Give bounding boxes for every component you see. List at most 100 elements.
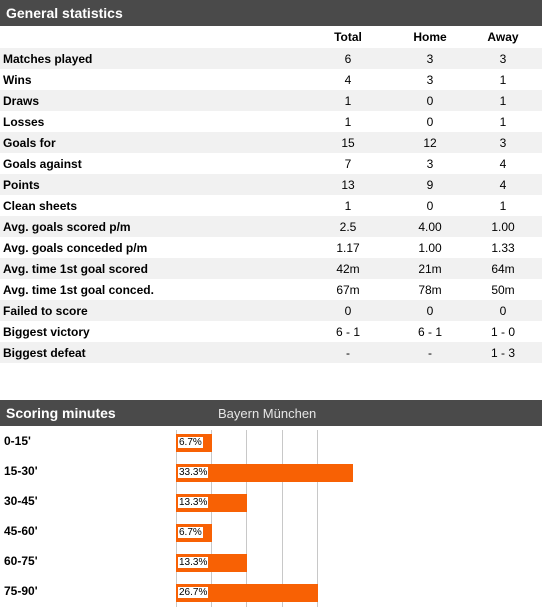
stat-label: Biggest defeat [0,342,300,363]
stat-label: Points [0,174,300,195]
stat-label: Draws [0,90,300,111]
stat-home: 78m [396,279,464,300]
scoring-bar-value: 13.3% [178,557,209,568]
stat-home: 3 [396,153,464,174]
stat-away: 4 [464,153,542,174]
scoring-interval-label: 75-90' [4,584,38,598]
stat-label: Goals for [0,132,300,153]
scoring-bar-value: 6.7% [178,527,203,538]
stat-home: 4.00 [396,216,464,237]
stat-home: 6 - 1 [396,321,464,342]
statistics-rows: Matches played 6 3 3 Wins 4 3 1 Draws 1 0 1 Losses 1 0… [0,48,542,363]
stat-label: Avg. time 1st goal scored [0,258,300,279]
stat-total: - [300,342,396,363]
chart-gridline [176,430,177,607]
table-row: Avg. goals conceded p/m 1.17 1.00 1.33 [0,237,542,258]
stat-away: 1 [464,111,542,132]
scoring-minutes-header: Scoring minutes Bayern München [0,400,542,426]
scoring-bar: 26.7% [176,584,318,602]
table-row: Matches played 6 3 3 [0,48,542,69]
stat-home: 0 [396,90,464,111]
stat-total: 1.17 [300,237,396,258]
scoring-bar: 33.3% [176,464,353,482]
stat-label: Losses [0,111,300,132]
stat-label: Wins [0,69,300,90]
chart-gridline [211,430,212,607]
scoring-bar: 13.3% [176,554,247,572]
general-statistics-table: Total Home Away Matches played 6 3 3 Wins 4 3 1… [0,26,542,363]
stat-away: 3 [464,132,542,153]
scoring-row: 75-90' 26.7% [0,576,542,606]
scoring-bar: 6.7% [176,524,212,542]
stat-home: 3 [396,48,464,69]
stat-away: 50m [464,279,542,300]
column-header-label [0,26,300,48]
stat-away: 64m [464,258,542,279]
stat-away: 1.00 [464,216,542,237]
table-row: Goals against 7 3 4 [0,153,542,174]
stat-total: 4 [300,69,396,90]
column-header-total: Total [300,26,396,48]
scoring-row: 45-60' 6.7% [0,516,542,546]
chart-gridline [282,430,283,607]
chart-gridline [317,430,318,607]
table-row: Clean sheets 1 0 1 [0,195,542,216]
column-header-away: Away [464,26,542,48]
general-statistics-header: General statistics [0,0,542,26]
table-row: Wins 4 3 1 [0,69,542,90]
stat-away: 1 [464,69,542,90]
stat-label: Clean sheets [0,195,300,216]
table-row: Avg. time 1st goal scored 42m 21m 64m [0,258,542,279]
scoring-row: 0-15' 6.7% [0,426,542,456]
stat-total: 1 [300,90,396,111]
scoring-interval-label: 15-30' [4,464,38,478]
stat-away: 1 [464,195,542,216]
stat-home: 9 [396,174,464,195]
stat-away: 3 [464,48,542,69]
stat-total: 6 [300,48,396,69]
table-row: Avg. time 1st goal conced. 67m 78m 50m [0,279,542,300]
stat-home: 0 [396,300,464,321]
table-row: Goals for 15 12 3 [0,132,542,153]
table-header-row: Total Home Away [0,26,542,48]
stat-home: 21m [396,258,464,279]
stat-total: 1 [300,111,396,132]
stat-total: 15 [300,132,396,153]
stat-home: - [396,342,464,363]
table-row: Losses 1 0 1 [0,111,542,132]
stat-away: 1 - 3 [464,342,542,363]
stat-label: Biggest victory [0,321,300,342]
stat-label: Avg. goals conceded p/m [0,237,300,258]
stat-label: Goals against [0,153,300,174]
scoring-bar-value: 13.3% [178,497,209,508]
scoring-minutes-title: Scoring minutes [6,405,116,421]
scoring-bar-value: 33.3% [178,467,209,478]
stat-total: 2.5 [300,216,396,237]
scoring-minutes-chart: 0-15' 6.7% 15-30' 33.3% 30-45' 13.3% 45-60' 6.7… [0,426,542,607]
stat-home: 1.00 [396,237,464,258]
stat-home: 0 [396,111,464,132]
stat-home: 12 [396,132,464,153]
stat-total: 42m [300,258,396,279]
stat-home: 0 [396,195,464,216]
scoring-row: 60-75' 13.3% [0,546,542,576]
table-row: Avg. goals scored p/m 2.5 4.00 1.00 [0,216,542,237]
stat-away: 1.33 [464,237,542,258]
stat-total: 0 [300,300,396,321]
stat-label: Matches played [0,48,300,69]
stat-home: 3 [396,69,464,90]
stat-away: 4 [464,174,542,195]
team-name: Bayern München [218,405,317,421]
stat-label: Failed to score [0,300,300,321]
stat-total: 7 [300,153,396,174]
scoring-interval-label: 0-15' [4,434,31,448]
scoring-row: 15-30' 33.3% [0,456,542,486]
scoring-interval-label: 30-45' [4,494,38,508]
scoring-bar-value: 26.7% [178,587,209,598]
stat-total: 67m [300,279,396,300]
stat-label: Avg. goals scored p/m [0,216,300,237]
scoring-bar: 13.3% [176,494,247,512]
stat-away: 1 - 0 [464,321,542,342]
stat-total: 6 - 1 [300,321,396,342]
